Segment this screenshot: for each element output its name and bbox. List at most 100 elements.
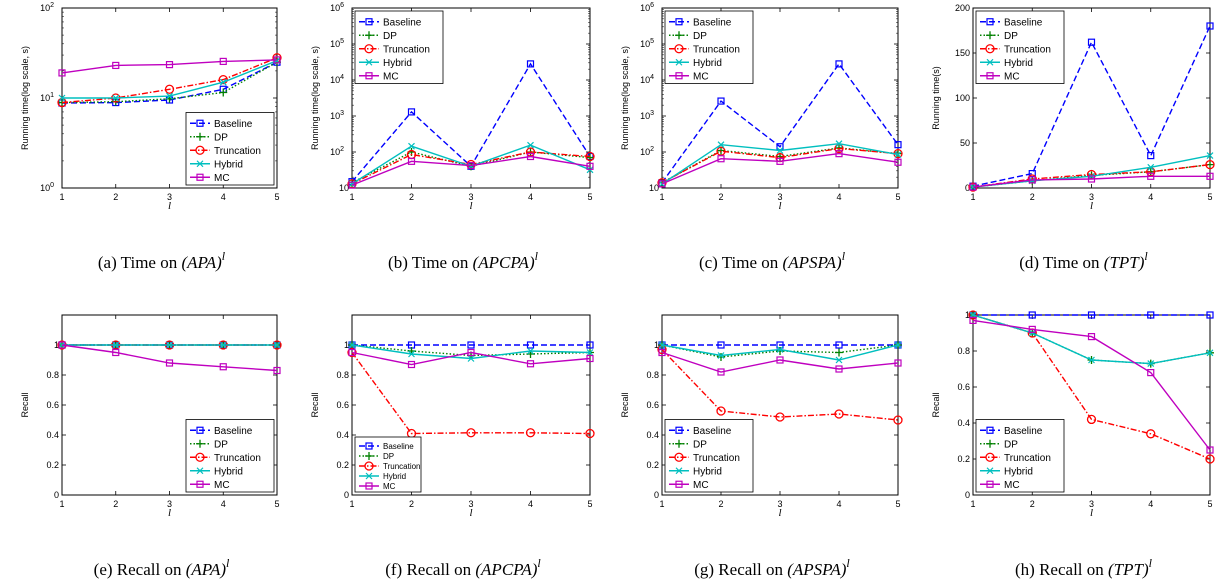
data-point [165, 359, 174, 367]
data-point [835, 341, 843, 349]
y-tick-label: 0.8 [336, 370, 349, 380]
data-point [1147, 369, 1155, 377]
data-point [658, 180, 666, 188]
y-tick-label: 10 [649, 183, 659, 193]
series-mc [348, 348, 594, 369]
data-point [467, 348, 475, 357]
y-axis-label: Recall [931, 392, 941, 417]
data-point [58, 69, 66, 77]
series-hybrid [58, 57, 281, 102]
x-tick-label: 1 [970, 192, 975, 202]
data-point [1028, 311, 1036, 319]
x-tick-label: 1 [349, 499, 354, 509]
subfigure-caption: (d) Time on (TPT)l [1019, 249, 1148, 272]
legend-label: MC [693, 480, 709, 491]
series-line [661, 62, 899, 184]
legend-label: DP [383, 452, 394, 461]
legend-label: MC [383, 482, 396, 491]
legend-label: DP [383, 31, 397, 42]
legend-label: Baseline [214, 426, 253, 437]
chart-h: 1 2 3 4 5 0 0.2 0.4 0.6 0.8 1 l Recall Baseline DP Trun… [931, 310, 1215, 579]
y-tick-label: 200 [955, 3, 970, 13]
data-point [776, 147, 784, 154]
data-point [1205, 159, 1215, 170]
x-tick-label: 5 [895, 499, 900, 509]
data-point [717, 155, 725, 163]
subfigure-caption: (f) Recall on (APCPA)l [385, 556, 541, 579]
legend-label: Truncation [383, 462, 421, 471]
x-tick-label: 2 [718, 192, 723, 202]
x-tick-label: 1 [59, 192, 64, 202]
data-point [658, 348, 666, 357]
y-tick-label: 10 [339, 183, 349, 193]
data-point [526, 60, 535, 68]
legend-box [185, 112, 275, 186]
legend-marker [196, 119, 204, 127]
x-axis-label: l [778, 507, 781, 519]
legend-label: DP [1004, 31, 1018, 42]
legend-label: Truncation [214, 146, 261, 157]
legend: Baseline DP Truncation Hybrid MC [664, 419, 754, 493]
legend-marker [365, 31, 373, 40]
series-truncation [968, 310, 1215, 464]
data-point [218, 74, 228, 85]
data-point [1147, 163, 1155, 171]
series-mc [969, 172, 1214, 191]
legend-marker [675, 426, 683, 434]
data-point [586, 349, 594, 356]
legend-label: Baseline [214, 119, 253, 130]
x-tick-label: 1 [59, 499, 64, 509]
y-tick-label: 0.2 [336, 460, 349, 470]
y-tick-label: 102 [40, 2, 54, 13]
data-point [585, 428, 595, 439]
data-point [717, 141, 725, 149]
y-axis-label: Recall [310, 392, 320, 417]
data-point [893, 415, 903, 425]
legend-marker [365, 442, 373, 450]
y-tick-label: 0.2 [646, 460, 659, 470]
data-point [467, 341, 475, 349]
data-point [835, 60, 843, 68]
data-point [1087, 175, 1096, 183]
data-point [835, 348, 843, 357]
data-point [164, 84, 175, 94]
x-axis-label: l [1090, 200, 1093, 212]
legend-marker [675, 480, 683, 488]
data-point [1028, 176, 1036, 184]
legend-marker [986, 72, 994, 80]
legend-label: Hybrid [1004, 466, 1033, 477]
legend: Baseline DP Truncation Hybrid MC [975, 419, 1065, 493]
legend-box [664, 419, 754, 493]
data-point [1086, 414, 1097, 425]
data-point [407, 360, 416, 369]
y-tick-label: 0.6 [336, 400, 349, 410]
legend-marker [674, 44, 684, 54]
y-axis-label: Recall [620, 392, 630, 417]
legend: Baseline DP Truncation Hybrid MC [185, 419, 275, 493]
series-line [351, 352, 591, 435]
data-point [408, 142, 415, 150]
legend-label: DP [214, 439, 228, 450]
data-point [166, 92, 173, 100]
x-tick-label: 4 [836, 192, 841, 202]
data-point [219, 363, 227, 371]
y-tick-label: 103 [640, 110, 654, 121]
legend-label: MC [214, 173, 230, 184]
data-point [776, 347, 784, 355]
subfigure-caption: (b) Time on (APCPA)l [388, 249, 539, 272]
y-tick-label: 0.4 [336, 430, 349, 440]
y-tick-label: 0.4 [957, 418, 970, 428]
series-truncation [57, 53, 282, 108]
x-tick-label: 5 [274, 499, 279, 509]
legend-label: Baseline [693, 426, 732, 437]
x-tick-label: 1 [970, 499, 975, 509]
legend-marker [985, 452, 995, 462]
subfigure-caption: (h) Recall on (TPT)l [1015, 556, 1153, 579]
x-tick-label: 4 [221, 499, 226, 509]
x-tick-label: 4 [1148, 192, 1153, 202]
legend-marker [365, 482, 373, 490]
series-dp [58, 58, 281, 107]
chart-e: 1 2 3 4 5 0 0.2 0.4 0.6 0.8 1 l Recall Baseline DP Trun… [20, 314, 282, 579]
series-line [61, 57, 278, 104]
series-truncation [347, 147, 595, 189]
